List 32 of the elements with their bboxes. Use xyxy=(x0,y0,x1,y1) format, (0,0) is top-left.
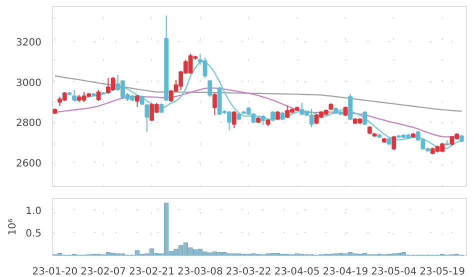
candlestick xyxy=(348,93,352,121)
candlestick xyxy=(212,92,217,116)
candlestick xyxy=(270,110,276,122)
candlestick xyxy=(96,89,101,102)
candlestick xyxy=(72,89,76,102)
candlestick xyxy=(275,110,280,121)
y-tick-label: 2800 xyxy=(16,118,42,130)
candlestick xyxy=(392,135,396,151)
candlestick xyxy=(144,104,150,133)
x-tick-label: 23-04-19 xyxy=(322,266,368,277)
candlestick xyxy=(140,95,144,106)
y-tick-label: 0.5 xyxy=(26,228,42,240)
candlestick xyxy=(343,106,348,117)
y-tick-label: 3200 xyxy=(16,38,42,49)
x-tick-label: 23-03-08 xyxy=(177,266,223,277)
x-tick-label: 23-02-07 xyxy=(80,266,126,277)
y-tick-label: 2600 xyxy=(16,158,42,170)
candlestick xyxy=(135,94,140,108)
y-tick-label: 1.0 xyxy=(26,206,42,217)
candlestick xyxy=(159,102,164,114)
y-axis-title: 10⁶ xyxy=(8,218,19,236)
candlestick xyxy=(208,79,212,98)
y-tick-label: 3000 xyxy=(16,78,42,89)
x-tick-label: 23-02-21 xyxy=(129,266,174,277)
x-tick-label: 23-05-19 xyxy=(420,266,465,277)
x-tick-label: 23-04-05 xyxy=(274,266,320,277)
candlestick xyxy=(260,114,266,126)
candlestick xyxy=(362,110,368,126)
x-tick-label: 23-03-22 xyxy=(226,266,272,277)
candlestick xyxy=(232,110,236,129)
x-tick-label: 23-05-04 xyxy=(371,266,417,277)
x-tick-label: 23-01-20 xyxy=(32,266,78,277)
